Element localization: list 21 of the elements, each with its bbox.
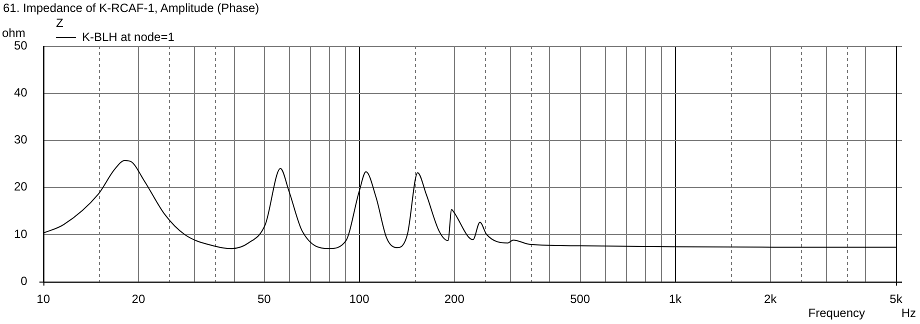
y-tick-label: 0 [20, 274, 28, 288]
y-tick-label: 10 [14, 226, 28, 241]
legend-label: K-BLH at node=1 [81, 30, 174, 44]
y-axis-title: ohm [2, 26, 26, 40]
y-tick-label: 30 [14, 132, 28, 147]
x-tick-label: 10 [36, 292, 50, 306]
y-tick-label: 40 [14, 85, 28, 100]
x-tick-label: 5k [890, 292, 904, 306]
y-tick-label: 20 [14, 180, 28, 194]
x-tick-label: 2k [764, 292, 778, 306]
x-tick-label: 20 [132, 292, 146, 306]
text: Hz [901, 306, 916, 320]
x-tick-label: 1k [668, 292, 683, 306]
x-axis-title: Frequency [808, 306, 865, 320]
legend-title: Z [56, 16, 64, 30]
x-tick-label: 100 [349, 292, 370, 306]
x-tick-label: 50 [257, 292, 272, 306]
x-tick-label: 200 [444, 292, 465, 306]
y-tick-label: 50 [14, 38, 28, 52]
chart-title: 61. Impedance of K-RCAF-1, Amplitude (Phase) [3, 1, 260, 15]
x-tick-label: 500 [570, 292, 590, 306]
